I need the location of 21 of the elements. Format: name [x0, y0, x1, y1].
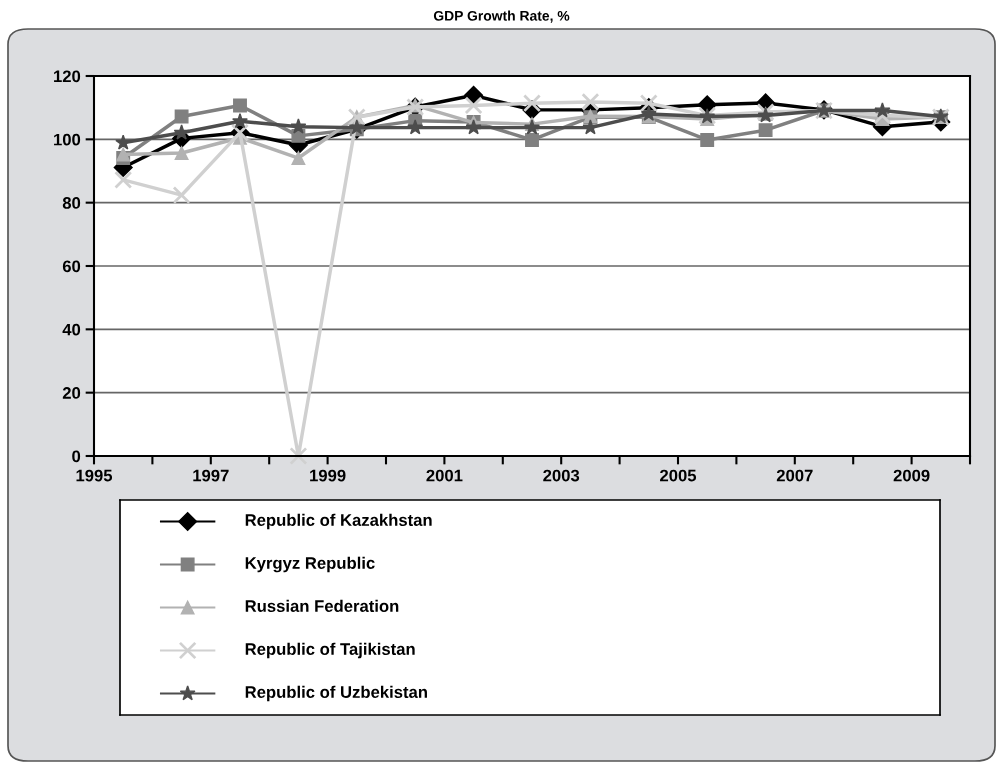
y-tick-label: 120 [54, 70, 81, 83]
y-tick-label: 60 [62, 260, 81, 273]
y-tick-label: 100 [54, 133, 81, 146]
chart-title: GDP Growth Rate, % [433, 10, 570, 23]
x-tick-label: 2009 [893, 469, 930, 482]
y-tick-label: 20 [62, 387, 81, 399]
x-tick-label: 2003 [543, 469, 580, 482]
y-tick-label: 40 [62, 323, 81, 336]
legend-label: Russian Federation [245, 599, 399, 612]
legend-label: Republic of Kazakhstan [245, 513, 432, 530]
legend-label: Kyrgyz Republic [245, 556, 375, 573]
legend-label: Republic of Tajikistan [245, 642, 415, 659]
x-tick-label: 1995 [76, 469, 113, 482]
x-tick-label: 1999 [310, 469, 346, 482]
y-tick-label: 0 [72, 450, 81, 463]
x-tick-label: 2001 [426, 469, 463, 482]
x-tick-label: 1997 [193, 469, 229, 482]
y-tick-label: 80 [62, 197, 81, 209]
x-tick-label: 2005 [660, 469, 697, 482]
legend-label: Republic of Uzbekistan [245, 685, 427, 702]
x-tick-label: 2007 [776, 469, 813, 482]
